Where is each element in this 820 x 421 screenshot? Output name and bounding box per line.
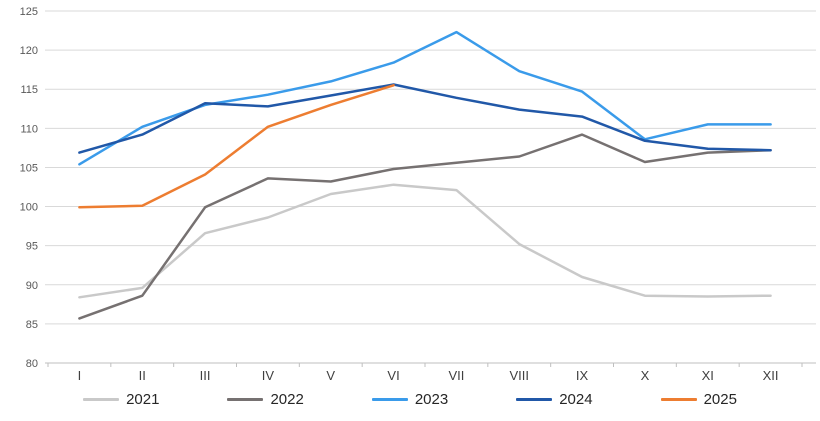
series-line-2022 <box>78 133 772 320</box>
y-axis-tick-label: 105 <box>20 162 38 174</box>
series-line-2024 <box>78 83 772 154</box>
x-axis-tick-label: XI <box>702 368 714 383</box>
legend-swatch-2025 <box>660 397 697 401</box>
legend-label-2021: 2021 <box>126 390 160 408</box>
y-axis-tick-label: 120 <box>20 45 38 57</box>
y-axis-tick-label: 95 <box>26 241 38 253</box>
legend-label-2024: 2024 <box>559 390 593 408</box>
x-axis-tick-label: VII <box>448 368 464 383</box>
x-axis-tick-label: XII <box>763 368 779 383</box>
x-axis-tick-label: VI <box>387 368 399 383</box>
y-axis-tick-label: 115 <box>20 84 38 96</box>
legend-item-2023: 2023 <box>371 390 449 408</box>
legend-swatch-2023 <box>371 397 408 401</box>
x-axis-tick-label: II <box>139 368 146 383</box>
legend-swatch-2021 <box>83 397 120 401</box>
legend-item-2021: 2021 <box>83 392 159 407</box>
legend-label-2022: 2022 <box>270 390 304 408</box>
x-axis-tick-label: VIII <box>509 368 529 383</box>
series-line-2021 <box>78 183 772 299</box>
y-axis-tick-label: 100 <box>20 202 38 214</box>
y-axis-tick-label: 125 <box>20 6 38 18</box>
x-axis-tick-label: IX <box>576 368 589 383</box>
y-axis-tick-label: 85 <box>26 319 38 331</box>
chart-legend: 2021 2022 2023 2024 2025 <box>0 386 820 412</box>
x-axis-tick-label: IV <box>262 368 275 383</box>
legend-item-2022: 2022 <box>227 390 304 408</box>
legend-swatch-2022 <box>227 397 264 401</box>
legend-swatch-2024 <box>516 397 553 401</box>
series-line-2025 <box>78 84 395 209</box>
legend-label-2023: 2023 <box>414 390 449 408</box>
x-axis-tick-label: I <box>78 368 82 383</box>
y-axis-tick-label: 80 <box>26 358 38 370</box>
y-axis-tick-label: 110 <box>20 123 38 135</box>
x-axis-tick-label: X <box>641 368 650 383</box>
legend-label-2025: 2025 <box>703 390 737 408</box>
y-axis-tick-label: 90 <box>26 280 38 292</box>
x-axis-tick-label: V <box>326 368 335 383</box>
legend-item-2024: 2024 <box>516 390 593 408</box>
legend-item-2025: 2025 <box>660 390 737 408</box>
x-axis-tick-label: III <box>200 368 211 383</box>
